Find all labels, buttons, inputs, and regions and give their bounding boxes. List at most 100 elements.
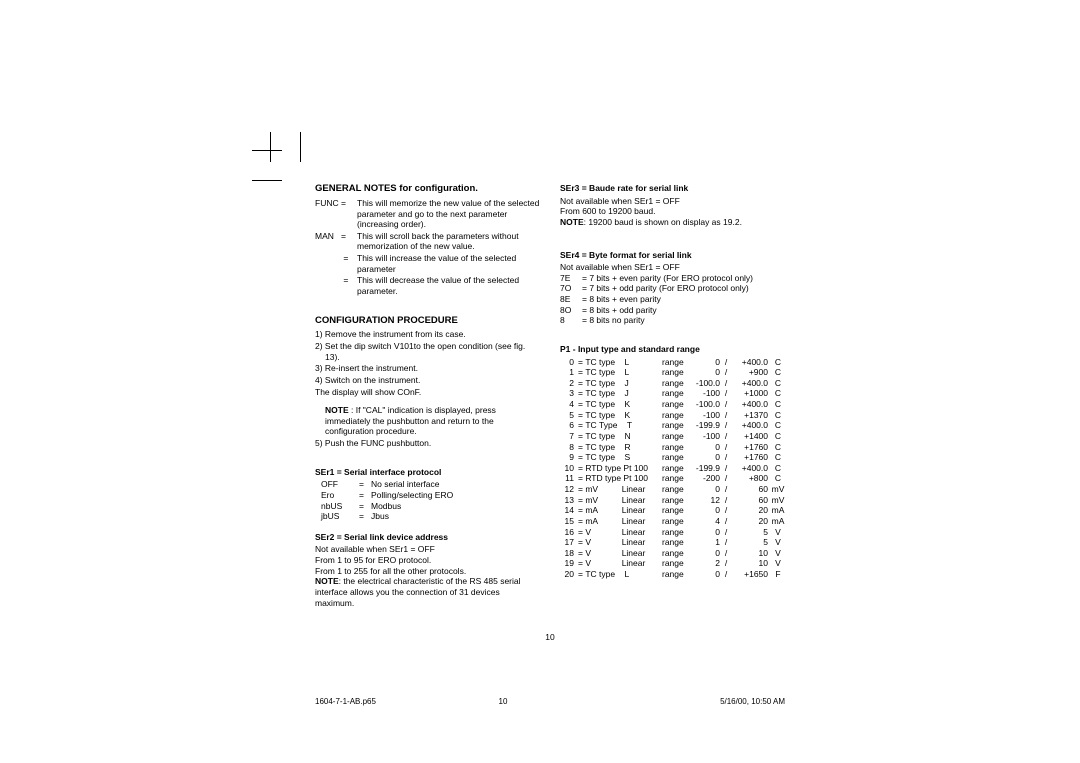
p1-row: 10= RTD type Pt 100range-199.9/+400.0C [560, 463, 785, 474]
p1-row: 18= V Linearrange0/10V [560, 548, 785, 559]
lo: -100 [690, 431, 720, 442]
hi: +1760 [732, 452, 768, 463]
slash: / [720, 505, 732, 516]
type: = RTD type Pt 100 [578, 473, 662, 484]
def-val: This will increase the value of the sele… [357, 253, 540, 274]
hi: +1370 [732, 410, 768, 421]
slash: / [720, 495, 732, 506]
lo: -100.0 [690, 399, 720, 410]
type: = RTD type Pt 100 [578, 463, 662, 474]
ser2-l3: From 1 to 255 for all the other protocol… [315, 566, 540, 577]
definition-row: MAN =This will scroll back the parameter… [315, 231, 540, 252]
val: Jbus [371, 511, 540, 522]
slash: / [720, 367, 732, 378]
hi: 10 [732, 548, 768, 559]
unit: C [768, 431, 788, 442]
note-label: NOTE [315, 576, 339, 586]
p1-row: 13= mV Linearrange12/60mV [560, 495, 785, 506]
definition-row: =This will decrease the value of the sel… [315, 275, 540, 296]
slash: / [720, 473, 732, 484]
key: nbUS [315, 501, 359, 512]
p1-row: 8= TC type Rrange0/+1760C [560, 442, 785, 453]
val: = 7 bits + odd parity (For ERO protocol … [582, 283, 785, 294]
p1-row: 20= TC type Lrange0/+1650F [560, 569, 785, 580]
ser1-row: nbUS=Modbus [315, 501, 540, 512]
config-steps: 1) Remove the instrument from its case.2… [315, 329, 540, 397]
idx: 11 [560, 473, 578, 484]
general-notes-title: GENERAL NOTES for configuration. [315, 183, 540, 195]
def-key: = [315, 253, 357, 264]
ser2-note: NOTE: the electrical characteristic of t… [315, 576, 540, 608]
idx: 20 [560, 569, 578, 580]
slash: / [720, 463, 732, 474]
ser4-row: 8= 8 bits no parity [560, 315, 785, 326]
p1-row: 6= TC Type Trange-199.9/+400.0C [560, 420, 785, 431]
key: 8O [560, 305, 582, 316]
ser4-row: 8E= 8 bits + even parity [560, 294, 785, 305]
unit: C [768, 367, 788, 378]
key: 7O [560, 283, 582, 294]
ser1-row: Ero=Polling/selecting ERO [315, 490, 540, 501]
page-number: 10 [315, 632, 785, 643]
p1-row: 1= TC type Lrange0/+900C [560, 367, 785, 378]
idx: 16 [560, 527, 578, 538]
def-key: = [315, 275, 357, 286]
slash: / [720, 378, 732, 389]
idx: 2 [560, 378, 578, 389]
slash: / [720, 410, 732, 421]
unit: C [768, 420, 788, 431]
range-label: range [662, 367, 690, 378]
slash: / [720, 527, 732, 538]
def-key: FUNC = [315, 198, 357, 209]
ser4-rows: 7E= 7 bits + even parity (For ERO protoc… [560, 273, 785, 326]
key: 7E [560, 273, 582, 284]
range-label: range [662, 399, 690, 410]
slash: / [720, 431, 732, 442]
hi: 5 [732, 537, 768, 548]
range-label: range [662, 484, 690, 495]
slash: / [720, 388, 732, 399]
idx: 7 [560, 431, 578, 442]
slash: / [720, 516, 732, 527]
p1-row: 3= TC type Jrange-100/+1000C [560, 388, 785, 399]
range-label: range [662, 569, 690, 580]
note-label: NOTE [325, 405, 349, 415]
p1-rows: 0= TC type Lrange0/+400.0C1= TC type Lra… [560, 357, 785, 580]
lo: 0 [690, 569, 720, 580]
slash: / [720, 442, 732, 453]
range-label: range [662, 452, 690, 463]
lo: 0 [690, 367, 720, 378]
unit: mA [768, 505, 788, 516]
lo: 1 [690, 537, 720, 548]
p1-row: 9= TC type Srange0/+1760C [560, 452, 785, 463]
lo: 0 [690, 452, 720, 463]
range-label: range [662, 378, 690, 389]
note-text: : 19200 baud is shown on display as 19.2… [584, 217, 742, 227]
lo: -199.9 [690, 463, 720, 474]
p1-row: 7= TC type Nrange-100/+1400C [560, 431, 785, 442]
idx: 6 [560, 420, 578, 431]
idx: 4 [560, 399, 578, 410]
hi: 20 [732, 505, 768, 516]
step: 4) Switch on the instrument. [315, 375, 540, 386]
idx: 9 [560, 452, 578, 463]
type: = TC type R [578, 442, 662, 453]
slash: / [720, 537, 732, 548]
p1-title: P1 - Input type and standard range [560, 344, 785, 355]
key: jbUS [315, 511, 359, 522]
definition-row: FUNC =This will memorize the new value o… [315, 198, 540, 230]
unit: mV [768, 495, 788, 506]
idx: 10 [560, 463, 578, 474]
hi: 5 [732, 527, 768, 538]
ser1-row: jbUS=Jbus [315, 511, 540, 522]
p1-row: 5= TC type Krange-100/+1370C [560, 410, 785, 421]
type: = TC Type T [578, 420, 662, 431]
eq: = [359, 501, 371, 512]
range-label: range [662, 473, 690, 484]
range-label: range [662, 495, 690, 506]
ser4-row: 7E= 7 bits + even parity (For ERO protoc… [560, 273, 785, 284]
lo: 2 [690, 558, 720, 569]
unit: C [768, 399, 788, 410]
idx: 13 [560, 495, 578, 506]
lo: -199.9 [690, 420, 720, 431]
